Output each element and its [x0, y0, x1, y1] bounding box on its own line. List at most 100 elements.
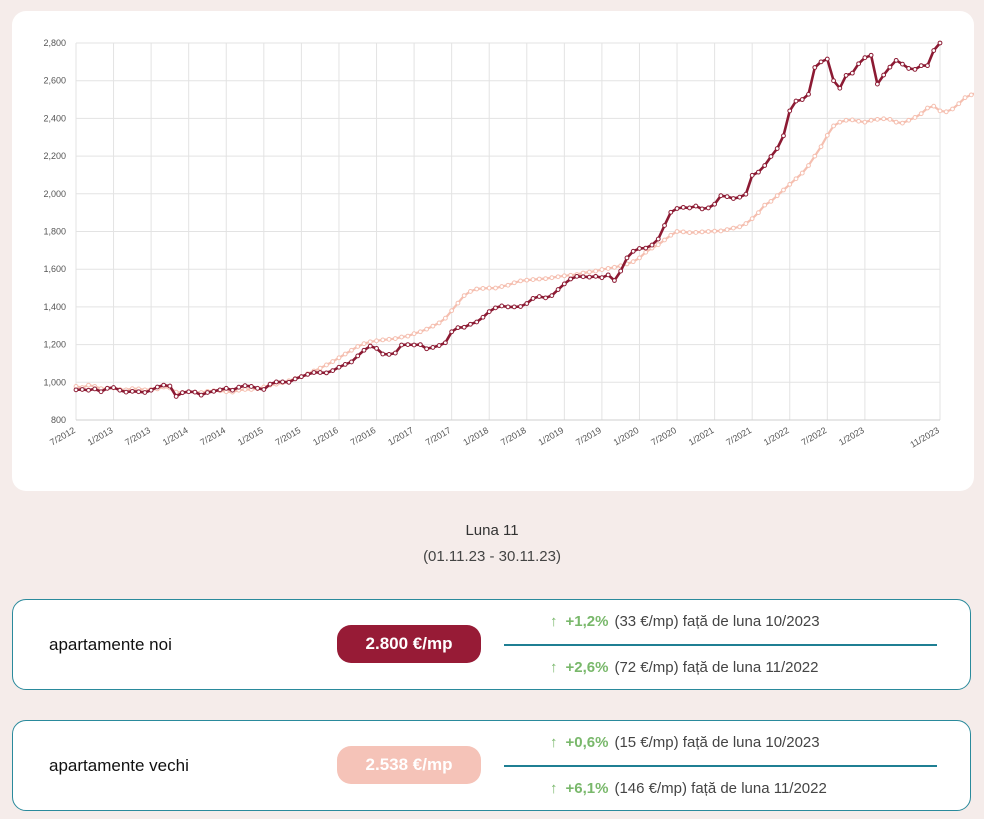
data-point — [630, 259, 636, 265]
data-point — [161, 382, 167, 388]
x-tick-label: 1/2023 — [837, 425, 866, 447]
data-point — [129, 388, 135, 394]
data-point — [561, 273, 567, 279]
data-point — [868, 52, 874, 58]
data-point — [486, 285, 492, 291]
data-point — [787, 181, 793, 187]
data-point — [474, 286, 480, 292]
data-point — [881, 72, 887, 78]
y-tick-label: 2,600 — [43, 76, 66, 86]
data-point — [324, 362, 329, 368]
data-point — [793, 98, 799, 104]
data-point — [154, 384, 160, 390]
data-point — [86, 382, 91, 388]
data-point — [417, 329, 423, 335]
change-percent: +0,6% — [565, 734, 609, 751]
data-point — [148, 387, 154, 393]
data-point — [386, 352, 392, 357]
data-point — [311, 370, 317, 375]
data-point — [856, 61, 862, 67]
period-title: Luna 11 — [465, 522, 519, 539]
x-tick-label: 7/2012 — [48, 425, 77, 447]
data-point — [668, 232, 674, 238]
data-point — [386, 336, 392, 342]
x-tick-label: 7/2017 — [424, 425, 453, 447]
data-point — [455, 300, 461, 306]
data-point — [637, 255, 642, 261]
data-point — [693, 230, 699, 235]
data-point — [493, 305, 498, 311]
data-point — [918, 111, 924, 117]
data-point — [743, 221, 749, 226]
x-tick-label: 1/2020 — [612, 425, 641, 447]
data-point — [649, 242, 655, 248]
data-point — [900, 120, 905, 126]
data-point — [831, 123, 836, 129]
change-percent: +2,6% — [565, 659, 609, 676]
data-point — [730, 225, 736, 231]
x-tick-label: 11/2023 — [908, 425, 941, 450]
change-detail: (146 €/mp) față de luna 11/2022 — [614, 780, 827, 797]
data-point — [524, 301, 530, 306]
data-point — [749, 216, 755, 222]
data-point — [317, 365, 323, 371]
data-point — [405, 342, 411, 348]
arrow-up-icon: ↑ — [550, 659, 558, 676]
data-point — [699, 229, 705, 235]
data-point — [336, 364, 342, 370]
divider — [504, 765, 937, 767]
data-point — [361, 347, 367, 353]
data-point — [605, 266, 611, 271]
x-tick-label: 1/2018 — [461, 425, 490, 447]
data-point — [856, 118, 862, 124]
data-point — [887, 64, 893, 70]
card-label: apartamente noi — [49, 635, 172, 654]
data-point — [799, 97, 805, 102]
data-point — [737, 194, 743, 200]
data-point — [837, 85, 843, 91]
data-point — [968, 92, 974, 98]
data-point — [837, 119, 843, 125]
data-point — [449, 329, 455, 335]
chart-card: 800 1,000 1,200 1,400 1,600 1,800 2,000 2,200 2,… — [12, 11, 974, 491]
data-point — [255, 385, 260, 391]
data-point — [511, 304, 517, 310]
data-point — [205, 390, 210, 395]
y-tick-label: 1,200 — [43, 340, 66, 350]
x-tick-label: 7/2021 — [724, 425, 753, 447]
data-point — [586, 274, 592, 280]
data-point — [493, 285, 498, 291]
change-percent: +6,1% — [565, 780, 609, 797]
data-point — [781, 133, 786, 139]
data-point — [605, 272, 611, 278]
data-point — [824, 56, 830, 62]
data-point — [555, 274, 561, 280]
data-point — [674, 206, 680, 211]
data-point — [417, 342, 423, 348]
data-point — [925, 105, 930, 111]
data-point — [824, 132, 830, 138]
change-row-month: ↑ +1,2% (33 €/mp) față de luna 10/2023 — [550, 613, 820, 630]
x-tick-label: 1/2022 — [762, 425, 791, 447]
x-tick-label: 7/2019 — [574, 425, 603, 447]
data-point — [756, 169, 761, 175]
data-point — [574, 273, 580, 279]
data-point — [380, 351, 386, 357]
data-point — [799, 170, 805, 176]
y-tick-label: 2,400 — [43, 113, 66, 123]
data-point — [461, 324, 467, 330]
series-line — [75, 42, 941, 398]
data-point — [392, 336, 398, 341]
data-point — [668, 209, 674, 215]
data-point — [630, 248, 636, 254]
data-point — [918, 63, 924, 69]
data-point — [455, 325, 461, 331]
series-line — [75, 92, 974, 394]
data-point — [705, 229, 711, 234]
change-row-year: ↑ +6,1% (146 €/mp) față de luna 11/2022 — [550, 780, 827, 797]
change-row-year: ↑ +2,6% (72 €/mp) față de luna 11/2022 — [550, 659, 818, 676]
data-point — [862, 55, 868, 61]
y-tick-label: 1,600 — [43, 264, 66, 274]
data-point — [442, 315, 448, 321]
x-tick-label: 1/2016 — [311, 425, 340, 447]
